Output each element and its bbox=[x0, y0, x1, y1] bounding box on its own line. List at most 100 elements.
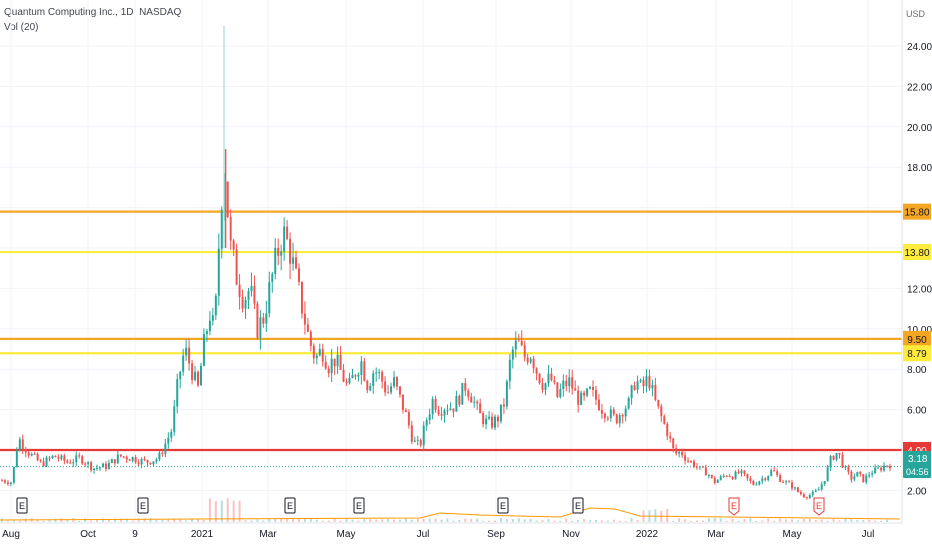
volume-bar bbox=[886, 519, 889, 522]
candle-body bbox=[104, 463, 107, 469]
candle-body bbox=[790, 482, 793, 489]
candle-body bbox=[669, 436, 672, 439]
volume-bar bbox=[874, 520, 877, 522]
candle-body bbox=[838, 453, 841, 455]
candle-body bbox=[672, 438, 675, 449]
volume-bar bbox=[250, 520, 253, 522]
volume-bar bbox=[695, 520, 698, 522]
volume-bar bbox=[381, 519, 384, 522]
volume-bar bbox=[48, 520, 51, 522]
candle-body bbox=[336, 354, 339, 367]
volume-bar bbox=[482, 520, 485, 522]
candle-body bbox=[707, 474, 710, 476]
candle-body bbox=[517, 340, 520, 342]
candle-body bbox=[274, 247, 277, 274]
volume-bar bbox=[690, 520, 693, 522]
candle-body bbox=[324, 361, 327, 369]
volume-bar bbox=[785, 519, 788, 522]
volume-bar bbox=[571, 520, 574, 522]
candle-body bbox=[874, 467, 877, 474]
candle-body bbox=[446, 409, 449, 411]
candle-body bbox=[363, 361, 366, 381]
candle-body bbox=[393, 377, 396, 387]
current-price-tag: 3.18 04:56 bbox=[903, 451, 931, 478]
y-tick-label: 20.00 bbox=[907, 123, 932, 134]
candlesticks bbox=[1, 25, 891, 500]
volume-bar bbox=[594, 520, 597, 522]
candle-body bbox=[491, 416, 494, 428]
candle-body bbox=[443, 410, 446, 416]
candle-body bbox=[773, 470, 776, 472]
candle-body bbox=[45, 457, 48, 467]
candle-body bbox=[348, 378, 351, 384]
volume-bar bbox=[511, 519, 514, 522]
earnings-marker[interactable]: E bbox=[353, 497, 365, 514]
candle-body bbox=[75, 455, 78, 463]
y-tick-label: 22.00 bbox=[907, 82, 932, 93]
candle-body bbox=[170, 431, 173, 438]
candle-body bbox=[24, 448, 27, 453]
candle-body bbox=[66, 460, 69, 463]
volume-bar bbox=[868, 519, 871, 522]
candle-body bbox=[167, 437, 170, 444]
candle-body bbox=[283, 226, 286, 252]
earnings-marker[interactable]: E bbox=[16, 497, 28, 514]
candle-body bbox=[642, 380, 645, 387]
candle-body bbox=[182, 355, 185, 372]
upcoming-earnings-marker[interactable]: E bbox=[813, 497, 825, 516]
earnings-marker[interactable]: E bbox=[497, 497, 509, 514]
volume-bar bbox=[494, 520, 497, 522]
volume-bar bbox=[844, 518, 847, 522]
volume-bar bbox=[672, 520, 675, 522]
upcoming-earnings-marker[interactable]: E bbox=[728, 497, 740, 516]
candle-body bbox=[401, 394, 404, 411]
volume-bar bbox=[636, 519, 639, 522]
candle-body bbox=[615, 414, 618, 424]
chart-grid bbox=[0, 0, 902, 523]
price-axis[interactable]: 24.00 22.00 20.00 18.00 12.00 10.00 8.00 6.00 2.… bbox=[907, 42, 932, 497]
candle-body bbox=[253, 285, 256, 304]
candle-body bbox=[173, 406, 176, 432]
candle-body bbox=[295, 257, 298, 269]
volume-indicator-label[interactable]: Vol (20) bbox=[4, 22, 39, 33]
volume-bar bbox=[624, 520, 627, 522]
volume-bar bbox=[161, 519, 164, 522]
candle-body bbox=[303, 313, 306, 325]
candle-body bbox=[687, 460, 690, 462]
candle-body bbox=[101, 463, 104, 468]
candle-body bbox=[782, 481, 785, 483]
earnings-marker[interactable]: E bbox=[137, 497, 149, 514]
candle-body bbox=[862, 474, 865, 483]
candle-body bbox=[502, 404, 505, 407]
volume-bar bbox=[779, 518, 782, 522]
candle-body bbox=[734, 471, 737, 480]
candle-body bbox=[663, 416, 666, 424]
volume-bar bbox=[684, 519, 687, 522]
candle-body bbox=[550, 373, 553, 381]
candle-body bbox=[158, 452, 161, 460]
level-tag-bg bbox=[903, 330, 931, 347]
earnings-marker[interactable]: E bbox=[284, 497, 296, 514]
candle-body bbox=[268, 281, 271, 314]
candle-body bbox=[485, 418, 488, 425]
volume-bar bbox=[678, 518, 681, 522]
volume-series bbox=[0, 498, 901, 522]
candle-body bbox=[36, 453, 39, 461]
time-axis[interactable]: Aug Oct 9 2021 Mar May Jul Sep Nov 2022 Mar May Jul bbox=[2, 529, 874, 540]
candle-body bbox=[630, 385, 633, 398]
candle-body bbox=[856, 471, 859, 477]
candle-body bbox=[624, 408, 627, 417]
candle-body bbox=[39, 460, 42, 462]
candle-body bbox=[179, 371, 182, 380]
candle-body bbox=[793, 487, 796, 489]
candle-body bbox=[241, 297, 244, 309]
earnings-marker[interactable]: E bbox=[572, 497, 584, 514]
candle-body bbox=[592, 386, 595, 390]
x-tick-label: 2021 bbox=[191, 529, 214, 540]
earnings-marker-label: E bbox=[287, 501, 293, 511]
candle-body bbox=[488, 416, 491, 419]
candle-body bbox=[357, 374, 360, 377]
candle-body bbox=[51, 455, 54, 459]
